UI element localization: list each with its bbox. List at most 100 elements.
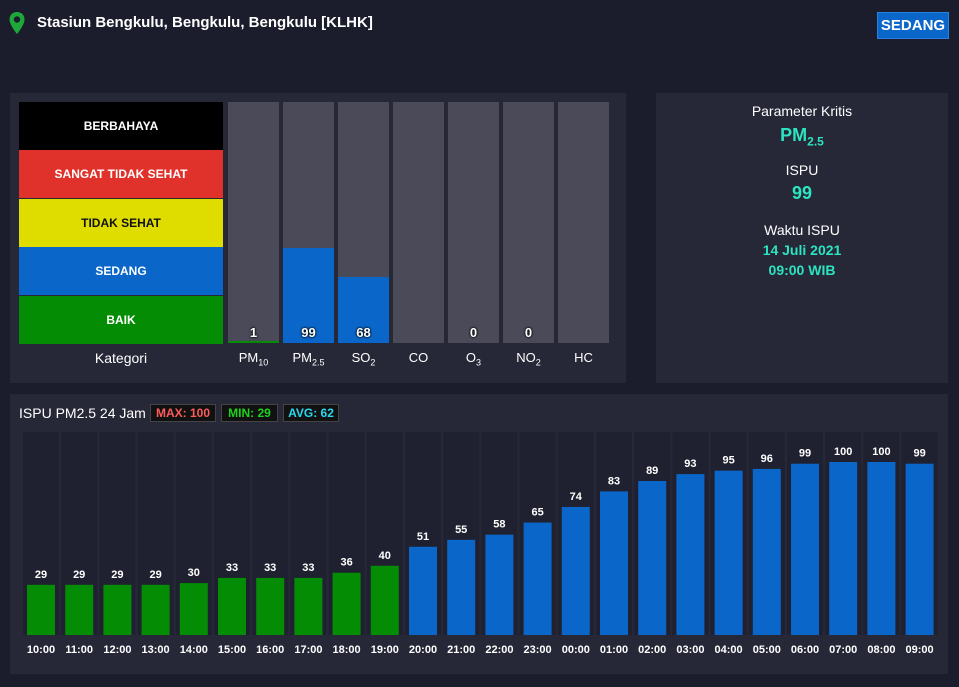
x-tick-label: 13:00	[142, 644, 170, 656]
bar-1600[interactable]	[256, 577, 285, 635]
category-berbahaya: BERBAHAYA	[19, 102, 223, 150]
bar-2100[interactable]	[447, 539, 476, 635]
avg-badge: AVG: 62	[283, 404, 339, 422]
x-tick-label: 07:00	[829, 644, 857, 656]
x-tick-label: 06:00	[791, 644, 819, 656]
bar-value-label: 33	[226, 562, 238, 574]
bar-1300[interactable]	[141, 584, 170, 635]
bar-1800[interactable]	[332, 572, 361, 635]
ispu-date: 14 Juli 2021	[762, 242, 842, 258]
parameter-label: NO2	[516, 350, 541, 368]
bar-1900[interactable]	[370, 565, 399, 635]
x-tick-label: 12:00	[103, 644, 131, 656]
x-tick-label: 20:00	[409, 644, 437, 656]
x-tick-label: 02:00	[638, 644, 666, 656]
bar-value-label: 99	[913, 448, 925, 460]
x-tick-label: 15:00	[218, 644, 246, 656]
min-badge: MIN: 29	[221, 404, 278, 422]
parameter-fill	[338, 277, 389, 343]
parameter-value: 0	[524, 325, 533, 340]
header: Stasiun Bengkulu, Bengkulu, Bengkulu [KL…	[0, 0, 959, 90]
bar-value-label: 33	[264, 562, 276, 574]
chart-title: ISPU PM2.5 24 Jam	[19, 405, 146, 421]
parameter-bar-hc	[558, 102, 609, 343]
x-tick-label: 23:00	[524, 644, 552, 656]
bar-value-label: 99	[799, 448, 811, 460]
bar-value-label: 83	[608, 475, 620, 487]
category-sangat-tidak-sehat: SANGAT TIDAK SEHAT	[19, 150, 223, 199]
parameter-bar-pm10: 1	[228, 102, 279, 343]
ispu-label: ISPU	[785, 162, 819, 178]
x-tick-label: 18:00	[333, 644, 361, 656]
bar-1200[interactable]	[103, 584, 132, 635]
bar-2000[interactable]	[409, 546, 437, 635]
bar-0200[interactable]	[638, 481, 667, 635]
bar-0100[interactable]	[600, 491, 628, 635]
bar-value-label: 96	[761, 453, 773, 465]
bar-1400[interactable]	[179, 583, 208, 635]
x-tick-label: 16:00	[256, 644, 284, 656]
bar-value-label: 65	[531, 507, 543, 519]
bar-value-label: 33	[302, 562, 314, 574]
category-baik: BAIK	[19, 295, 223, 344]
bar-value-label: 100	[872, 446, 890, 458]
x-tick-label: 10:00	[27, 644, 55, 656]
bar-value-label: 93	[684, 458, 696, 470]
bar-0400[interactable]	[714, 470, 743, 635]
parameter-bar-pm25: 99	[283, 102, 334, 343]
bar-value-label: 30	[188, 567, 200, 579]
parameter-fill	[228, 341, 279, 343]
bar-2200[interactable]	[485, 534, 514, 635]
parameter-fill	[283, 247, 334, 343]
bar-value-label: 100	[834, 446, 852, 458]
bar-0000[interactable]	[561, 506, 590, 635]
parameter-value: 1	[249, 325, 258, 340]
bar-value-label: 29	[149, 569, 161, 581]
x-tick-label: 08:00	[867, 644, 895, 656]
parameter-value: 0	[469, 325, 478, 340]
bar-1500[interactable]	[218, 577, 246, 635]
bar-0500[interactable]	[752, 468, 781, 635]
parameter-bar-co	[393, 102, 444, 343]
parameter-bar-so2: 68	[338, 102, 389, 343]
x-tick-label: 00:00	[562, 644, 590, 656]
parameter-bar-no2: 0	[503, 102, 554, 343]
parameter-label: PM10	[238, 350, 269, 368]
bar-1100[interactable]	[65, 584, 94, 635]
x-tick-label: 11:00	[65, 644, 93, 656]
bar-0800[interactable]	[867, 462, 896, 635]
bar-0600[interactable]	[791, 463, 819, 635]
bar-value-label: 51	[417, 531, 429, 543]
bar-value-label: 29	[73, 569, 85, 581]
bar-0700[interactable]	[829, 462, 858, 635]
bar-0300[interactable]	[676, 474, 705, 635]
x-tick-label: 05:00	[753, 644, 781, 656]
bar-value-label: 36	[340, 557, 352, 569]
bar-value-label: 58	[493, 519, 505, 531]
status-badge: SEDANG	[877, 12, 949, 39]
x-tick-label: 04:00	[715, 644, 743, 656]
x-tick-label: 14:00	[180, 644, 208, 656]
bar-1000[interactable]	[27, 584, 55, 635]
category-sedang: SEDANG	[19, 247, 223, 296]
max-badge: MAX: 100	[150, 404, 216, 422]
parameter-value: 68	[356, 325, 371, 340]
parameter-label: SO2	[351, 350, 376, 368]
bar-0900[interactable]	[905, 463, 934, 635]
station-name: Stasiun Bengkulu, Bengkulu, Bengkulu [KL…	[37, 14, 373, 31]
x-tick-label: 09:00	[906, 644, 934, 656]
bar-2300[interactable]	[523, 522, 552, 635]
parameter-value: 99	[301, 325, 316, 340]
location-pin-icon	[9, 12, 25, 34]
parameter-label: CO	[408, 350, 429, 365]
kategori-label: Kategori	[94, 350, 148, 366]
info-panel	[656, 93, 948, 383]
bar-value-label: 40	[379, 550, 391, 562]
parameter-label: PM2.5	[292, 350, 325, 368]
parameter-label: HC	[574, 350, 593, 365]
bar-value-label: 29	[111, 569, 123, 581]
bar-value-label: 89	[646, 465, 658, 477]
bar-1700[interactable]	[294, 577, 323, 635]
parameter-bar-o3: 0	[448, 102, 499, 343]
